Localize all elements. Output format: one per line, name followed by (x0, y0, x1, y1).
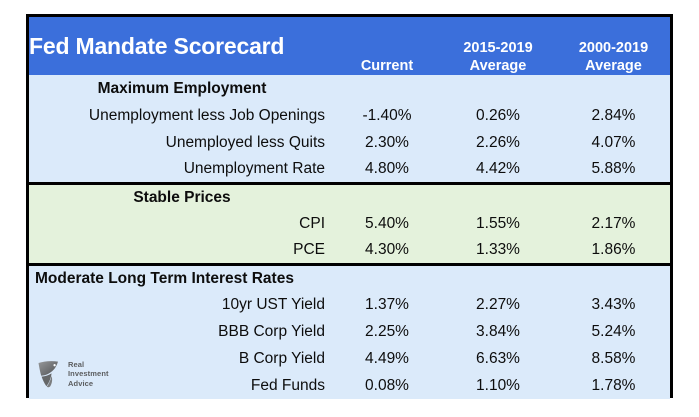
value-avg-2000-2019: 5.24% (557, 318, 670, 345)
table-row: Fed Funds 0.08% 1.10% 1.78% (29, 372, 670, 399)
metric-label: 10yr UST Yield (29, 291, 335, 318)
column-header-bottom-line: Current (360, 57, 414, 74)
table-row: BBB Corp Yield 2.25% 3.84% 5.24% (29, 318, 670, 345)
metric-label: Fed Funds (29, 372, 335, 399)
table-header-row: Fed Mandate Scorecard Current 2015-2019 Av… (29, 17, 670, 75)
value-avg-2000-2019: 5.88% (557, 156, 670, 183)
section-header-row: Moderate Long Term Interest Rates (29, 262, 670, 291)
table-row: Unemployed less Quits 2.30% 2.26% 4.07% (29, 129, 670, 156)
column-header-top-line: 2015-2019 (463, 39, 533, 56)
value-avg-2000-2019: 2.17% (557, 210, 670, 237)
value-avg-2015-2019: 6.63% (439, 345, 557, 372)
table-row: Unemployment less Job Openings -1.40% 0.26… (29, 102, 670, 129)
section-header-spacer (557, 262, 670, 291)
section-header-spacer (439, 262, 557, 291)
metric-label: BBB Corp Yield (29, 318, 335, 345)
column-header-bottom-line: Average (469, 57, 527, 74)
table-row: PCE 4.30% 1.33% 1.86% (29, 237, 670, 264)
page-title: Fed Mandate Scorecard (29, 32, 285, 59)
section-header-spacer (335, 181, 439, 210)
section-title: Stable Prices (29, 181, 335, 210)
table-row: Unemployment Rate 4.80% 4.42% 5.88% (29, 156, 670, 183)
column-header-top-line (335, 39, 439, 57)
metric-label: Unemployment less Job Openings (29, 102, 335, 129)
table-row: 10yr UST Yield 1.37% 2.27% 3.43% (29, 291, 670, 318)
value-avg-2015-2019: 2.26% (439, 129, 557, 156)
value-avg-2015-2019: 2.27% (439, 291, 557, 318)
value-avg-2000-2019: 3.43% (557, 291, 670, 318)
value-current: 1.37% (335, 291, 439, 318)
value-avg-2015-2019: 4.42% (439, 156, 557, 183)
fed-mandate-scorecard-table: Fed Mandate Scorecard Current 2015-2019 Av… (26, 14, 673, 399)
value-avg-2000-2019: 1.78% (557, 372, 670, 399)
section-title: Moderate Long Term Interest Rates (29, 262, 335, 291)
metric-label: Unemployment Rate (29, 156, 335, 183)
column-header-2: 2015-2019 Average (439, 17, 557, 75)
value-avg-2000-2019: 1.86% (557, 237, 670, 264)
scorecard-grid: Fed Mandate Scorecard Current 2015-2019 Av… (29, 17, 670, 399)
value-avg-2015-2019: 1.55% (439, 210, 557, 237)
section-header-spacer (557, 181, 670, 210)
metric-label: PCE (29, 237, 335, 264)
column-header-bottom-line: Average (585, 57, 642, 74)
value-current: 2.30% (335, 129, 439, 156)
value-avg-2000-2019: 8.58% (557, 345, 670, 372)
column-header-1: Current (335, 17, 439, 75)
value-avg-2015-2019: 3.84% (439, 318, 557, 345)
value-current: 4.80% (335, 156, 439, 183)
value-current: 2.25% (335, 318, 439, 345)
metric-label: Unemployed less Quits (29, 129, 335, 156)
title-cell: Fed Mandate Scorecard (29, 17, 335, 75)
section-header-spacer (439, 75, 557, 102)
section-header-spacer (335, 262, 439, 291)
section-title: Maximum Employment (29, 75, 335, 102)
section-header-row: Maximum Employment (29, 75, 670, 102)
value-avg-2000-2019: 2.84% (557, 102, 670, 129)
value-current: 4.49% (335, 345, 439, 372)
metric-label: CPI (29, 210, 335, 237)
section-header-row: Stable Prices (29, 181, 670, 210)
table-row: B Corp Yield 4.49% 6.63% 8.58% (29, 345, 670, 372)
value-avg-2015-2019: 1.33% (439, 237, 557, 264)
section-header-spacer (335, 75, 439, 102)
column-header-top-line: 2000-2019 (578, 39, 649, 56)
column-header-3: 2000-2019 Average (557, 17, 670, 75)
section-header-spacer (439, 181, 557, 210)
value-current: 4.30% (335, 237, 439, 264)
table-row: CPI 5.40% 1.55% 2.17% (29, 210, 670, 237)
value-avg-2015-2019: 0.26% (439, 102, 557, 129)
value-avg-2000-2019: 4.07% (557, 129, 670, 156)
section-header-spacer (557, 75, 670, 102)
value-current: 0.08% (335, 372, 439, 399)
value-current: -1.40% (335, 102, 439, 129)
value-current: 5.40% (335, 210, 439, 237)
value-avg-2015-2019: 1.10% (439, 372, 557, 399)
metric-label: B Corp Yield (29, 345, 335, 372)
